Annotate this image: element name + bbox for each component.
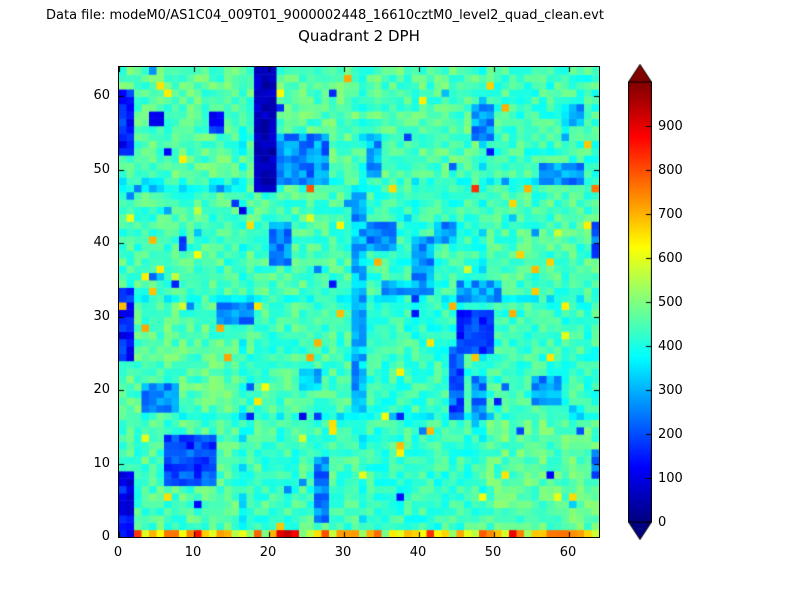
x-tick-label: 60 (559, 545, 577, 560)
colorbar-tick-label: 300 (658, 382, 683, 398)
y-tick-label: 20 (93, 382, 110, 398)
y-tick-label: 40 (93, 235, 110, 251)
colorbar-tick-label: 500 (658, 294, 683, 310)
datafile-label: Data file: modeM0/AS1C04_009T01_90000024… (46, 8, 604, 23)
x-tick-label: 30 (334, 545, 352, 560)
colorbar-tick-label: 0 (658, 514, 667, 530)
colorbar-canvas (628, 64, 652, 540)
y-tick-label: 50 (93, 161, 110, 177)
colorbar-tick-label: 100 (658, 470, 683, 486)
y-tick-label: 60 (93, 88, 110, 104)
x-tick-label: 50 (484, 545, 502, 560)
x-tick-label: 40 (409, 545, 427, 560)
colorbar-tick-label: 900 (658, 118, 683, 134)
y-tick-label: 0 (101, 529, 110, 544)
x-tick-label: 10 (184, 545, 202, 560)
plot-title: Quadrant 2 DPH (298, 27, 420, 45)
heatmap-plot (118, 66, 600, 538)
x-tick-label: 20 (259, 545, 277, 560)
colorbar-tick-label: 200 (658, 426, 683, 442)
colorbar-tick-label: 600 (658, 250, 683, 266)
heatmap-canvas (119, 67, 599, 537)
colorbar-tick-label: 800 (658, 162, 683, 178)
colorbar (628, 64, 652, 540)
y-tick-label: 30 (93, 308, 110, 324)
colorbar-tick-label: 400 (658, 338, 683, 354)
x-tick-label: 0 (113, 545, 123, 560)
y-tick-label: 10 (93, 455, 110, 471)
colorbar-tick-label: 700 (658, 206, 683, 222)
